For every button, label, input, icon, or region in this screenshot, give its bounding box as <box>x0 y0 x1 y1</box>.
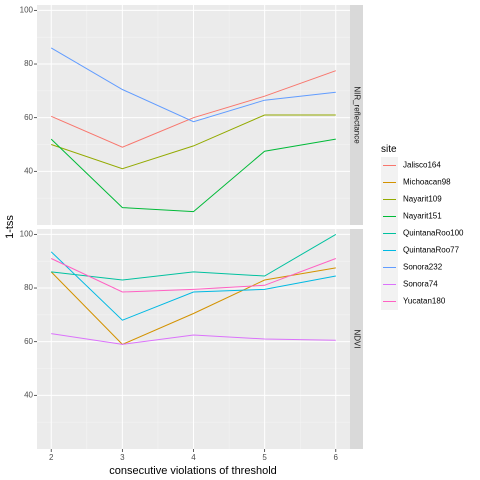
series-lines <box>50 47 337 345</box>
series-line-quintanaroo100 <box>51 233 337 281</box>
x-tick-label: 4 <box>191 453 196 462</box>
legend: site Jalisco164 Michoacan98 Nayarit109 N… <box>381 144 464 310</box>
y-tick-label: 80 <box>24 283 33 292</box>
y-tick-label: 60 <box>24 337 33 346</box>
x-tick-label: 3 <box>120 453 125 462</box>
legend-label: Nayarit151 <box>403 212 442 221</box>
strip-nir <box>350 5 363 225</box>
y-tick-label: 80 <box>24 59 33 68</box>
legend-label: Jalisco164 <box>403 161 441 170</box>
legend-label: Nayarit109 <box>403 195 442 204</box>
series-line-jalisco164 <box>51 70 336 148</box>
legend-label: Michoacan98 <box>403 178 451 187</box>
strip-ndvi <box>350 229 363 449</box>
x-tick-label: 2 <box>49 453 54 462</box>
series-line-sonora232 <box>50 47 336 123</box>
y-axis-title: 1-tss <box>4 215 16 239</box>
series-line-sonora74 <box>51 333 336 345</box>
legend-label: QuintanaRoo100 <box>403 229 464 238</box>
x-tick-label: 5 <box>262 453 267 462</box>
series-line-quintanaroo77 <box>50 251 336 321</box>
strip-label-ndvi: NDVI <box>352 329 361 348</box>
y-tick-label: 60 <box>24 113 33 122</box>
legend-label: Sonora74 <box>403 280 438 289</box>
y-axis-nir: 40 60 80 100 <box>20 5 34 175</box>
y-tick-label: 100 <box>20 229 34 238</box>
legend-label: QuintanaRoo77 <box>403 246 460 255</box>
strip-label-nir: NIR_reflectance <box>352 86 361 144</box>
y-axis-ndvi: 40 60 80 100 <box>20 229 34 399</box>
series-line-yucatan180 <box>50 258 336 293</box>
x-axis-title: consecutive violations of threshold <box>109 465 277 477</box>
legend-label: Yucatan180 <box>403 297 446 306</box>
x-tick-label: 6 <box>334 453 339 462</box>
x-axis: 2 3 4 5 6 <box>49 453 339 462</box>
legend-label: Sonora232 <box>403 263 443 272</box>
y-tick-label: 40 <box>24 390 33 399</box>
legend-keys <box>381 157 398 310</box>
series-line-nayarit151 <box>50 138 336 213</box>
y-tick-label: 40 <box>24 166 33 175</box>
legend-title: site <box>381 144 397 155</box>
series-line-nayarit109 <box>51 114 336 170</box>
y-tick-label: 100 <box>20 5 34 14</box>
